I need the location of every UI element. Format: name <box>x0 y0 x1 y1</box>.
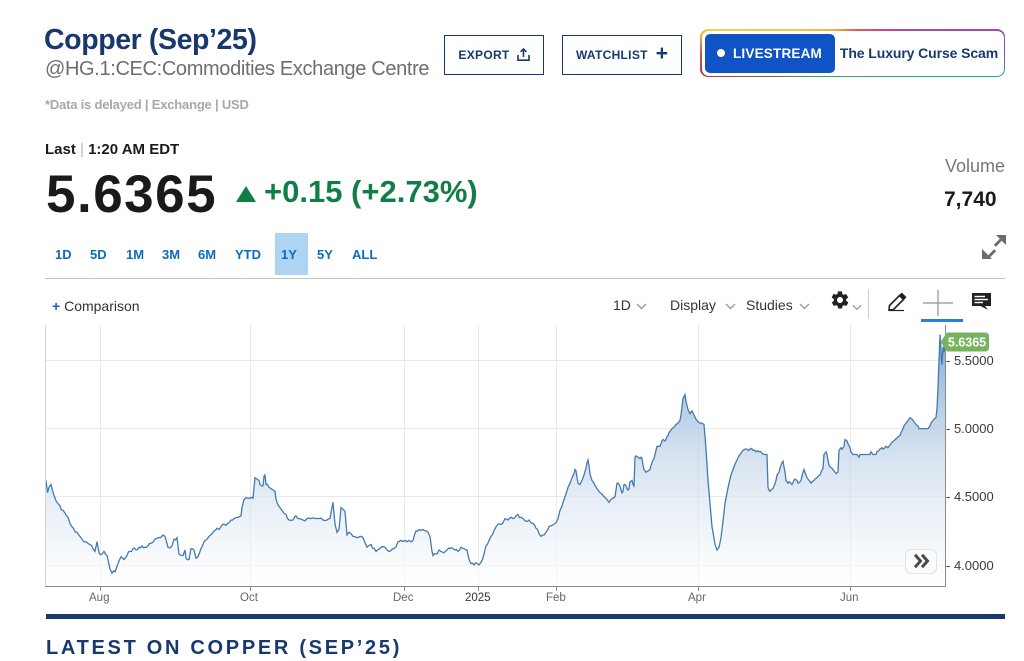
svg-text:5.6365: 5.6365 <box>948 336 986 350</box>
